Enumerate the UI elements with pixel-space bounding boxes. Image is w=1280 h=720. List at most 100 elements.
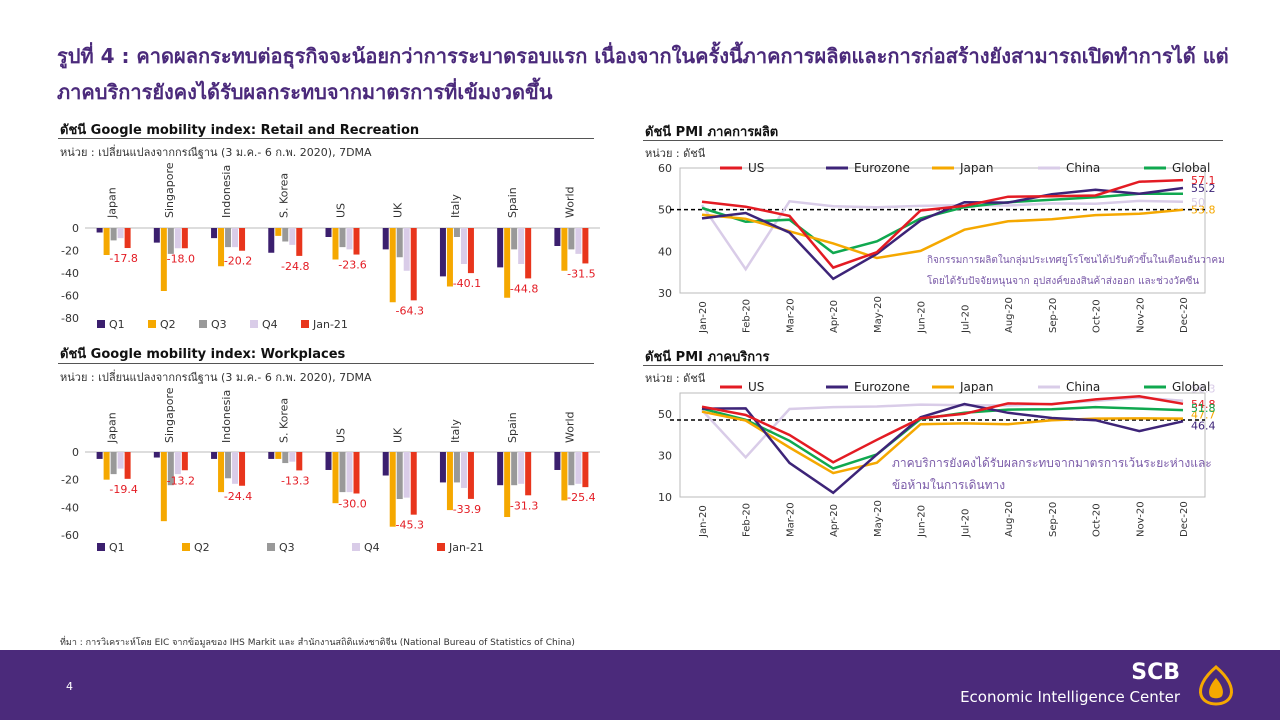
- y-tick-label: 30: [658, 449, 672, 462]
- x-tick-label: Jan-20: [698, 301, 709, 334]
- bar-q3: [511, 452, 518, 486]
- x-tick-label: Sep-20: [1048, 298, 1059, 333]
- data-label: -31.3: [510, 499, 538, 512]
- legend-label: Global: [1172, 161, 1210, 175]
- category-label: UK: [392, 427, 405, 443]
- bar-q1: [268, 228, 275, 253]
- workplaces-chart-title: ดัชนี Google mobility index: Workplaces: [60, 347, 346, 362]
- annotation-text: กิจกรรมการผลิตในกลุ่มประเทศยูโรโซนได้ปรั…: [927, 252, 1225, 266]
- y-tick-label: 10: [658, 491, 672, 504]
- data-label: -25.4: [567, 491, 595, 504]
- logo-eic-text: Economic Intelligence Center: [960, 688, 1180, 706]
- x-tick-label: Sep-20: [1048, 502, 1059, 537]
- x-tick-label: Jun-20: [917, 301, 928, 334]
- mfg-title-rule: [643, 140, 1223, 141]
- scb-logo-icon: [1199, 665, 1233, 706]
- bar-jan-21: [239, 228, 246, 251]
- footer-bar: [0, 650, 1280, 720]
- bar-q3: [167, 452, 174, 486]
- bar-q2: [218, 228, 225, 267]
- retail-chart-subtitle: หน่วย : เปลี่ยนแปลงจากกรณีฐาน (3 ม.ค.- 6…: [60, 146, 372, 159]
- bar-q3: [568, 452, 575, 486]
- bar-q1: [211, 452, 218, 459]
- bar-jan-21: [525, 228, 532, 279]
- svc-pmi-line-chart: 10 30 50 Jan-20 Feb-20 Mar-20 Apr-20 May-20 Jun-…: [658, 380, 1216, 538]
- bar-q4: [117, 452, 124, 469]
- category-label: World: [563, 411, 576, 443]
- retail-bar-chart: 0 -20 -40 -60 -80 Japan -17.8 Singapore -18.0 Ind…: [61, 162, 600, 331]
- end-label: 50: [1191, 196, 1205, 209]
- legend-label: Q4: [364, 541, 380, 554]
- bar-q2: [389, 228, 396, 303]
- y-tick-label: 60: [658, 162, 672, 175]
- category-label: Spain: [506, 412, 519, 443]
- bar-q2: [160, 452, 167, 522]
- bar-jan-21: [296, 452, 303, 471]
- category-label: Italy: [449, 419, 462, 443]
- bar-q3: [225, 452, 232, 479]
- series-line-us: [701, 395, 1184, 464]
- x-tick-label: Apr-20: [829, 300, 840, 333]
- series-line-china: [700, 199, 1184, 272]
- bar-q3: [110, 452, 117, 475]
- bar-jan-21: [296, 228, 303, 256]
- x-tick-label: Dec-20: [1179, 297, 1190, 333]
- legend-swatch: [267, 543, 275, 551]
- y-tick-label: 0: [72, 222, 79, 235]
- series-line-eurozone: [701, 402, 1184, 495]
- bar-jan-21: [353, 228, 360, 255]
- mfg-pmi-title: ดัชนี PMI ภาคการผลิต: [645, 125, 779, 140]
- y-tick-label: 50: [658, 408, 672, 421]
- bar-q3: [339, 228, 346, 248]
- bar-jan-21: [582, 228, 589, 264]
- x-tick-label: Nov-20: [1135, 297, 1146, 333]
- data-label: -18.0: [167, 252, 195, 265]
- bar-q3: [396, 452, 403, 500]
- legend-label: US: [748, 161, 764, 175]
- legend-swatch: [301, 320, 309, 328]
- bar-jan-21: [353, 452, 360, 494]
- data-label: -24.4: [224, 490, 252, 503]
- category-label: S. Korea: [277, 173, 290, 218]
- series-line-global: [701, 192, 1183, 255]
- series-line-china: [701, 396, 1184, 460]
- source-note: ที่มา : การวิเคราะห์โดย EIC จากข้อมูลของ…: [60, 638, 575, 648]
- category-label: Japan: [106, 412, 119, 444]
- x-tick-label: Oct-20: [1092, 299, 1103, 333]
- bar-q3: [110, 228, 117, 241]
- retail-title-rule: [58, 138, 594, 139]
- x-tick-label: May-20: [873, 296, 884, 333]
- bar-q2: [446, 228, 453, 287]
- legend-label: Q2: [194, 541, 210, 554]
- category-label: Singapore: [163, 387, 176, 443]
- x-tick-label: Jan-20: [698, 505, 709, 538]
- x-tick-label: Aug-20: [1004, 297, 1015, 333]
- y-tick-label: 40: [658, 245, 672, 258]
- bar-q1: [96, 452, 103, 459]
- end-label: 57.1: [1191, 174, 1216, 187]
- bar-q1: [268, 452, 275, 459]
- bar-q1: [497, 452, 504, 486]
- data-label: -40.1: [453, 277, 481, 290]
- x-tick-label: Jul-20: [960, 305, 971, 334]
- series-line-us: [701, 178, 1184, 270]
- bar-q4: [174, 452, 181, 475]
- x-tick-label: May-20: [873, 500, 884, 537]
- x-tick-label: Mar-20: [785, 502, 796, 537]
- retail-chart-title: ดัชนี Google mobility index: Retail and …: [60, 123, 420, 138]
- series-line-japan: [701, 410, 1184, 475]
- legend-swatch: [182, 543, 190, 551]
- x-tick-label: Feb-20: [742, 299, 753, 333]
- legend-label: Japan: [959, 380, 993, 394]
- data-label: -19.4: [109, 483, 137, 496]
- svc-pmi-title: ดัชนี PMI ภาคบริการ: [645, 350, 770, 365]
- bar-q2: [332, 228, 339, 260]
- bar-q2: [504, 452, 511, 518]
- bar-q4: [346, 228, 353, 250]
- bar-q3: [282, 452, 289, 464]
- legend-label: Q1: [109, 318, 125, 331]
- bar-q1: [96, 228, 103, 233]
- end-label: 55.2: [1191, 182, 1216, 195]
- bar-q1: [325, 452, 332, 470]
- bar-q4: [117, 228, 124, 239]
